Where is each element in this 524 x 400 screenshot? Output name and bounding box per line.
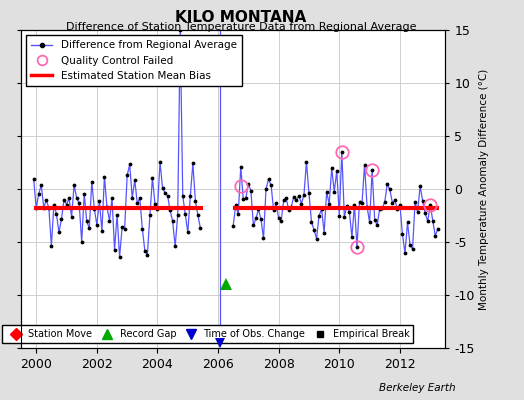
Legend: Station Move, Record Gap, Time of Obs. Change, Empirical Break: Station Move, Record Gap, Time of Obs. C… [2,325,413,343]
Text: KILO MONTANA: KILO MONTANA [176,10,307,25]
Text: Difference of Station Temperature Data from Regional Average: Difference of Station Temperature Data f… [66,22,416,32]
Y-axis label: Monthly Temperature Anomaly Difference (°C): Monthly Temperature Anomaly Difference (… [479,68,489,310]
Text: Berkeley Earth: Berkeley Earth [379,383,456,393]
